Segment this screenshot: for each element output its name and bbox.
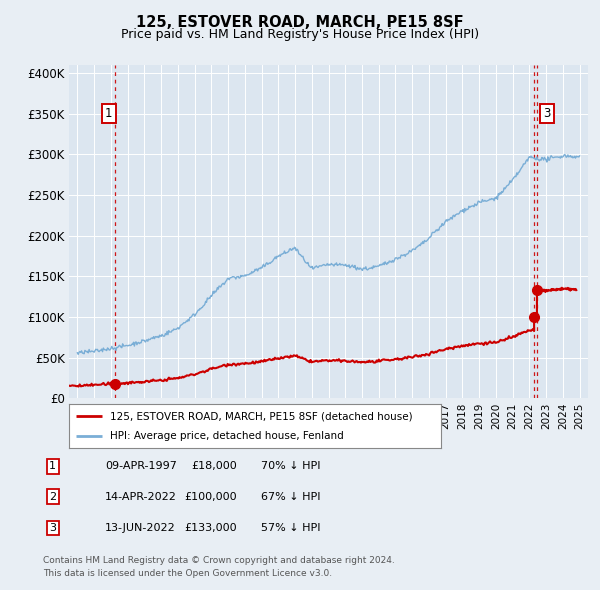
Text: 09-APR-1997: 09-APR-1997 <box>105 461 177 471</box>
Text: £133,000: £133,000 <box>184 523 237 533</box>
Text: 13-JUN-2022: 13-JUN-2022 <box>105 523 176 533</box>
Text: £18,000: £18,000 <box>191 461 237 471</box>
Text: HPI: Average price, detached house, Fenland: HPI: Average price, detached house, Fenl… <box>110 431 344 441</box>
Text: Price paid vs. HM Land Registry's House Price Index (HPI): Price paid vs. HM Land Registry's House … <box>121 28 479 41</box>
Text: 70% ↓ HPI: 70% ↓ HPI <box>261 461 320 471</box>
Text: 67% ↓ HPI: 67% ↓ HPI <box>261 492 320 502</box>
Text: 125, ESTOVER ROAD, MARCH, PE15 8SF (detached house): 125, ESTOVER ROAD, MARCH, PE15 8SF (deta… <box>110 411 413 421</box>
Text: 125, ESTOVER ROAD, MARCH, PE15 8SF: 125, ESTOVER ROAD, MARCH, PE15 8SF <box>136 15 464 30</box>
Text: 2: 2 <box>49 492 56 502</box>
Text: 3: 3 <box>49 523 56 533</box>
Text: 14-APR-2022: 14-APR-2022 <box>105 492 177 502</box>
Text: £100,000: £100,000 <box>184 492 237 502</box>
Text: Contains HM Land Registry data © Crown copyright and database right 2024.: Contains HM Land Registry data © Crown c… <box>43 556 395 565</box>
Text: This data is licensed under the Open Government Licence v3.0.: This data is licensed under the Open Gov… <box>43 569 332 578</box>
Text: 57% ↓ HPI: 57% ↓ HPI <box>261 523 320 533</box>
Text: 1: 1 <box>105 107 112 120</box>
Text: 1: 1 <box>49 461 56 471</box>
Text: 3: 3 <box>543 107 551 120</box>
